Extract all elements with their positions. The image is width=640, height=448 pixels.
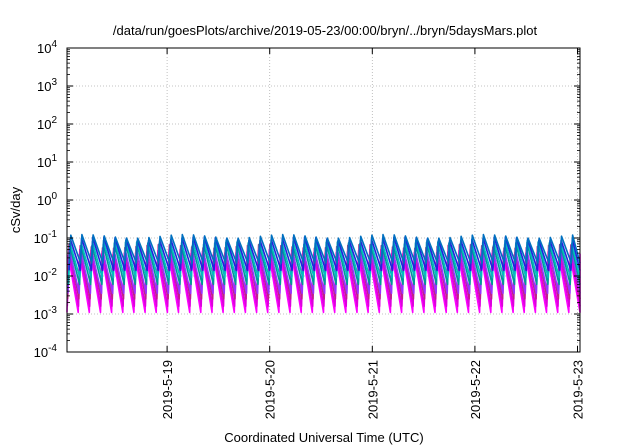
- y-tick-label: 102: [37, 115, 57, 132]
- y-tick-label: 101: [37, 153, 57, 170]
- x-tick-label: 2019-5-21: [365, 360, 380, 419]
- y-tick-label: 10-1: [34, 229, 58, 246]
- axes: [66, 47, 581, 353]
- y-axis-label: cSv/day: [8, 186, 23, 233]
- x-tick-labels: 2019-5-19 2019-5-20 2019-5-21 2019-5-22 2019…: [160, 360, 585, 419]
- x-tick-label: 2019-5-20: [263, 360, 278, 419]
- x-axis-label: Coordinated Universal Time (UTC): [224, 430, 423, 445]
- y-tick-labels: 10-4 10-3 10-2 10-1 100 101 102 103 104: [34, 39, 58, 360]
- series-line: [68, 233, 581, 264]
- series-group: [66, 233, 581, 314]
- y-tick-label: 10-3: [34, 305, 58, 322]
- y-tick-label: 10-4: [34, 343, 58, 360]
- y-tick-label: 104: [37, 39, 57, 56]
- x-tick-label: 2019-5-23: [571, 360, 586, 419]
- plot-frame: [66, 47, 581, 353]
- x-tick-label: 2019-5-19: [160, 360, 175, 419]
- y-tick-label: 100: [37, 191, 57, 208]
- chart-title: /data/run/goesPlots/archive/2019-05-23/0…: [113, 23, 538, 38]
- y-tick-label: 103: [37, 77, 57, 94]
- y-tick-label: 10-2: [34, 267, 58, 284]
- x-tick-label: 2019-5-22: [468, 360, 483, 419]
